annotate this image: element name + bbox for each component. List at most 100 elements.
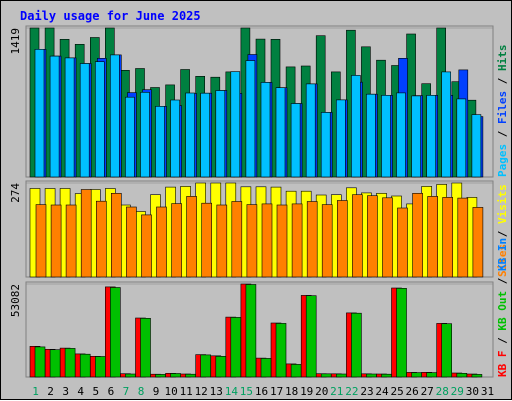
bar-pages-day-25 (396, 92, 406, 178)
bar-pages-day-21 (335, 99, 346, 178)
x-tick-label: 5 (92, 385, 99, 398)
x-tick-label: 27 (421, 385, 434, 398)
bar-sites-day-29 (457, 197, 469, 278)
legend-item: Hits (496, 45, 509, 72)
bar-kb-out-day-19 (305, 295, 317, 378)
x-tick-label: 31 (481, 385, 494, 398)
bar-kb-out-day-15 (245, 284, 257, 378)
bar-sites-day-16 (261, 203, 273, 278)
bar-kb-out-day-17 (275, 323, 287, 378)
bar-kb-out-day-3 (64, 348, 76, 378)
x-tick-label: 4 (77, 385, 84, 398)
bar-kb-out-day-24 (381, 373, 392, 378)
bar-pages-day-13 (215, 90, 226, 178)
x-tick-label: 11 (180, 385, 193, 398)
bar-kb-out-day-7 (125, 373, 136, 378)
bar-sites-day-11 (186, 196, 197, 278)
bar-kb-out-day-12 (200, 354, 211, 378)
x-tick-label: 15 (240, 385, 253, 398)
bar-kb-out-day-8 (140, 317, 151, 378)
x-tick-label: 22 (345, 385, 358, 398)
x-tick-label: 19 (300, 385, 313, 398)
bar-kb-out-day-2 (49, 349, 61, 378)
bar-kb-out-day-27 (426, 372, 438, 378)
bar-sites-day-2 (50, 204, 62, 278)
legend-item: Pages (496, 144, 509, 177)
panel-visits-sites: 274 (9, 180, 494, 278)
legend-separator: / (496, 71, 509, 91)
bar-pages-day-19 (305, 83, 316, 178)
x-tick-label: 25 (390, 385, 403, 398)
bar-kb-out-day-4 (79, 353, 91, 378)
x-tick-label: 23 (360, 385, 373, 398)
bar-kb-out-day-18 (290, 364, 302, 378)
chart-title: Daily usage for June 2025 (20, 9, 201, 23)
bar-kb-out-day-30 (471, 374, 483, 378)
bar-sites-day-6 (111, 193, 122, 278)
bar-sites-day-19 (306, 201, 318, 278)
x-tick-label: 30 (466, 385, 479, 398)
chart-panels: 1419 274 53082 (9, 25, 494, 378)
x-tick-label: 3 (62, 385, 69, 398)
x-tick-label: 12 (195, 385, 208, 398)
legend-separator: / (496, 331, 509, 351)
bar-sites-day-21 (336, 200, 348, 278)
bar-pages-day-18 (290, 103, 301, 178)
legend-item: KB Out (496, 291, 509, 331)
bar-pages-day-1 (34, 48, 45, 178)
bar-pages-day-22 (351, 75, 361, 178)
legend-sites-visits: Sites / Visits (496, 184, 509, 277)
bar-kb-out-day-20 (320, 373, 332, 378)
legend-pages-files-hits: Pages / Files / Hits (496, 45, 509, 178)
bar-kb-out-day-21 (335, 373, 347, 378)
bar-pages-day-27 (426, 95, 437, 178)
bar-sites-day-23 (367, 195, 378, 278)
legend-item: Sites (496, 244, 509, 277)
legend-kb: KB F / KB Out / KB In (496, 238, 509, 377)
bar-sites-day-27 (427, 196, 439, 278)
bar-sites-day-14 (231, 201, 243, 278)
x-tick-label: 29 (451, 385, 464, 398)
bar-sites-day-24 (382, 197, 393, 278)
x-tick-label: 20 (315, 385, 328, 398)
bar-sites-day-17 (276, 204, 288, 278)
x-tick-label: 21 (330, 385, 343, 398)
x-axis-ticks: 1 2 3 4 5 6 7 8 9 10 11 12 13 14 15 16 17 18 19 20 21 22 23 24 2… (32, 385, 494, 398)
bar-sites-day-5 (96, 200, 107, 278)
bar-pages-day-6 (110, 54, 120, 178)
legend-item: KB F (496, 351, 509, 378)
legend-separator: / (496, 271, 509, 291)
bar-kb-out-day-5 (95, 356, 106, 378)
bar-kb-out-day-14 (230, 317, 242, 378)
legend-separator: / (496, 224, 509, 244)
bar-kb-out-day-11 (185, 373, 196, 378)
y-max-label: 274 (9, 183, 22, 203)
legend-item: Visits (496, 184, 509, 224)
y-max-label: 1419 (9, 28, 22, 55)
bar-sites-day-1 (35, 204, 47, 278)
x-tick-label: 28 (436, 385, 449, 398)
bar-pages-day-17 (275, 87, 286, 178)
x-tick-label: 1 (32, 385, 39, 398)
legend-item: KB In (496, 238, 509, 271)
x-tick-label: 26 (405, 385, 418, 398)
bar-kb-out-day-1 (34, 346, 46, 378)
bar-pages-day-8 (140, 92, 150, 178)
bar-pages-day-23 (366, 93, 376, 178)
panel-hits-files-pages: 1419 (9, 25, 494, 178)
bar-pages-day-20 (320, 112, 331, 178)
bar-pages-day-12 (200, 92, 210, 178)
bar-kb-out-day-10 (170, 373, 181, 378)
bar-kb-out-day-28 (441, 323, 453, 378)
bar-sites-day-25 (397, 207, 408, 278)
bar-sites-day-28 (442, 197, 454, 278)
x-tick-label: 24 (375, 385, 389, 398)
bar-kb-out-day-25 (396, 287, 407, 378)
bar-pages-day-7 (125, 96, 135, 178)
bar-pages-day-2 (49, 55, 60, 178)
x-tick-label: 16 (255, 385, 268, 398)
bar-sites-day-12 (201, 202, 212, 278)
bar-sites-day-13 (216, 204, 228, 278)
bar-sites-day-15 (246, 204, 258, 278)
